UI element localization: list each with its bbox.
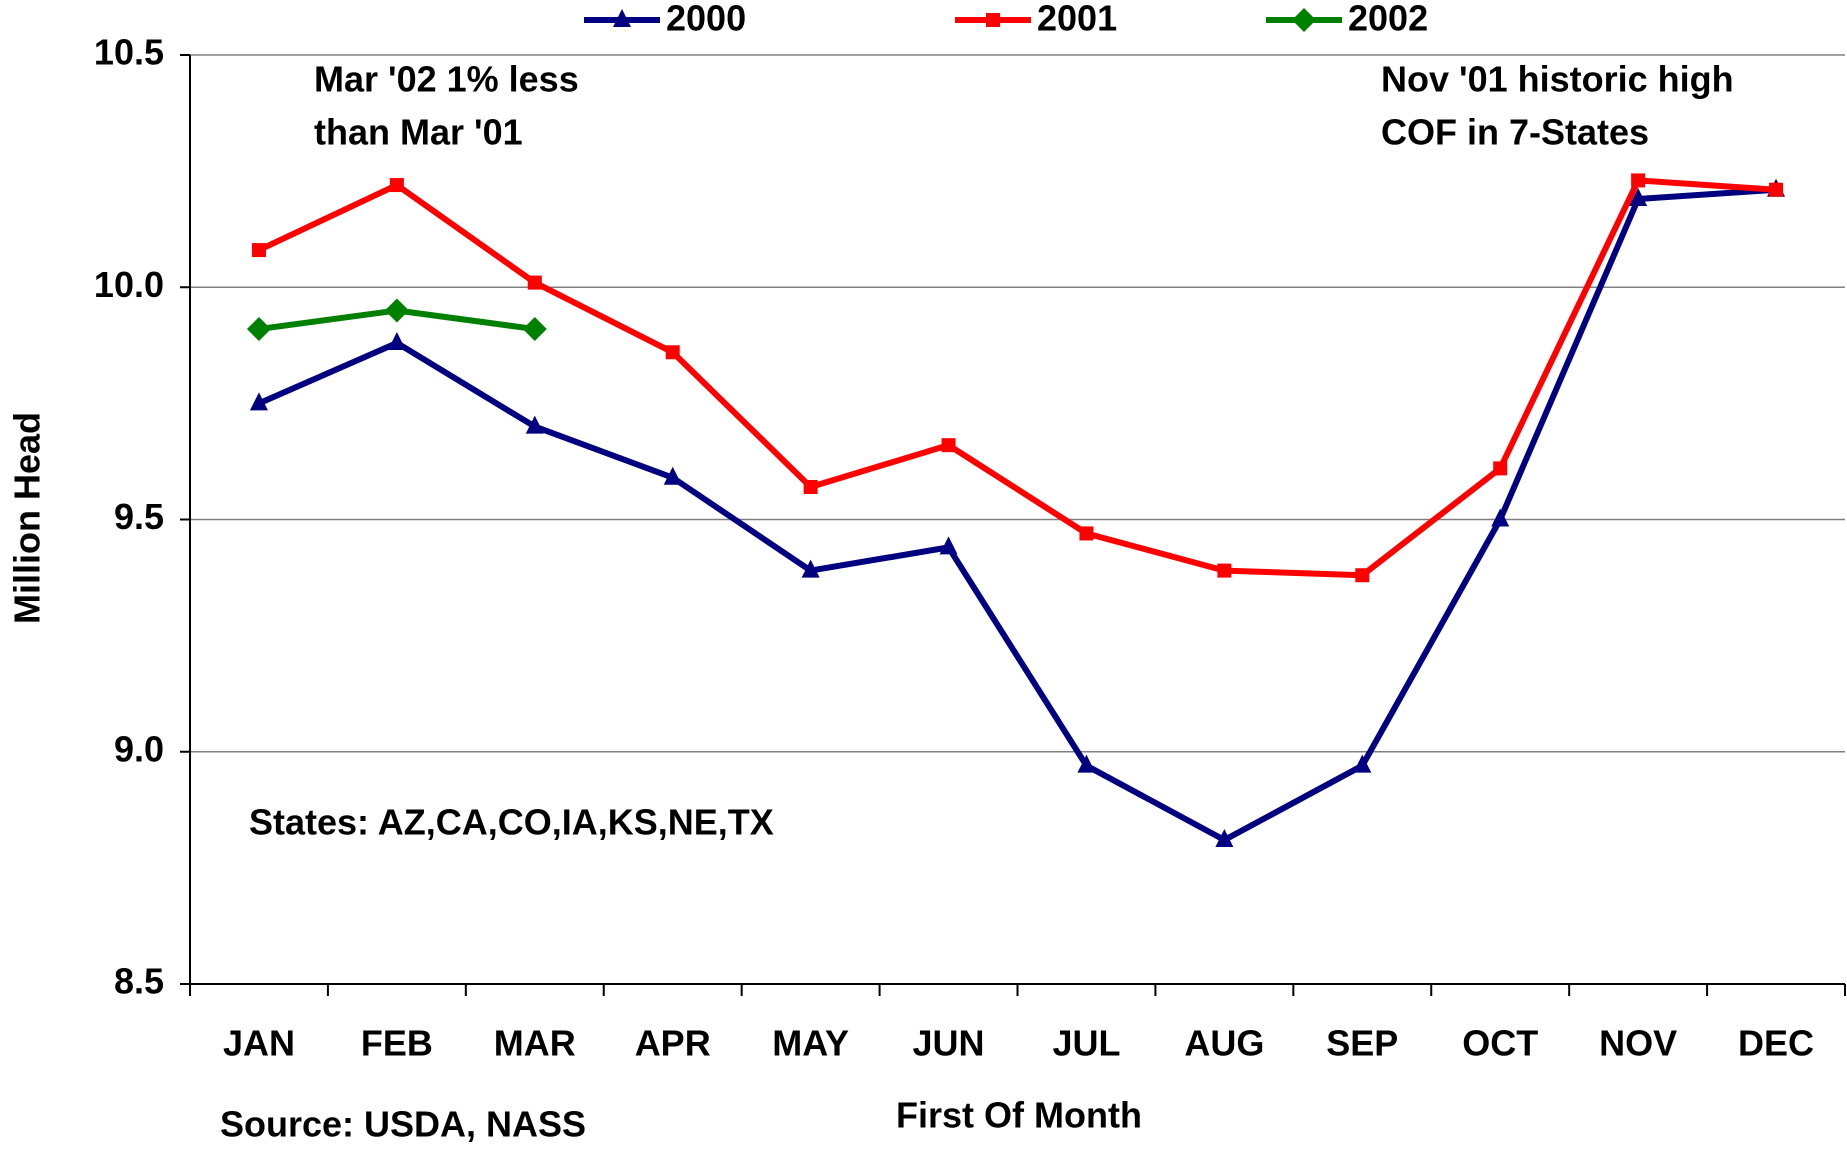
legend-label: 2001 [1037,0,1117,39]
x-tick-label: MAY [772,1023,849,1064]
legend-label: 2002 [1348,0,1428,39]
x-tick-label: AUG [1184,1023,1264,1064]
marker [986,13,1000,27]
marker [1355,568,1370,583]
annotation: States: AZ,CA,CO,IA,KS,NE,TX [249,802,774,843]
marker [613,9,631,27]
marker [801,559,820,578]
marker [525,415,544,434]
marker [1077,754,1096,773]
y-tick-label: 9.5 [114,496,164,537]
series-line [257,177,1777,579]
marker [1292,8,1316,32]
annotation: Source: USDA, NASS [220,1104,586,1145]
y-tick-label: 10.0 [94,264,164,305]
marker [1079,526,1094,541]
x-tick-label: DEC [1738,1023,1814,1064]
y-axis-label: Million Head [7,412,48,624]
annotation: Mar '02 1% less [314,59,579,100]
marker [1631,173,1646,188]
marker [1353,754,1372,773]
legend-label: 2000 [666,0,746,39]
marker [939,536,958,555]
x-tick-label: MAR [494,1023,576,1064]
marker [246,317,271,342]
marker [663,466,682,485]
y-tick-label: 10.5 [94,32,164,73]
marker [527,275,542,290]
x-tick-label: APR [635,1023,711,1064]
x-tick-label: SEP [1326,1023,1398,1064]
x-tick-label: FEB [361,1023,433,1064]
marker [384,298,409,323]
x-tick-label: JUN [913,1023,985,1064]
annotation: Nov '01 historic high [1381,59,1734,100]
marker [387,331,406,350]
marker [249,392,268,411]
marker [665,345,680,360]
marker [1493,461,1508,476]
x-tick-label: OCT [1462,1023,1538,1064]
y-tick-label: 9.0 [114,728,164,769]
marker [522,317,547,342]
x-tick-label: JAN [223,1023,295,1064]
marker [251,243,266,258]
x-tick-label: JUL [1052,1023,1120,1064]
x-tick-label: NOV [1599,1023,1677,1064]
marker [1215,829,1234,848]
marker [1769,182,1784,197]
marker [1217,563,1232,578]
marker [1491,508,1510,527]
marker [803,479,818,494]
marker [1629,187,1648,206]
y-tick-label: 8.5 [114,961,164,1002]
annotation: COF in 7-States [1381,112,1649,153]
x-axis-label: First Of Month [896,1095,1142,1136]
annotation: than Mar '01 [314,112,523,153]
marker [941,438,956,453]
series-line [257,186,1777,844]
marker [389,178,404,193]
